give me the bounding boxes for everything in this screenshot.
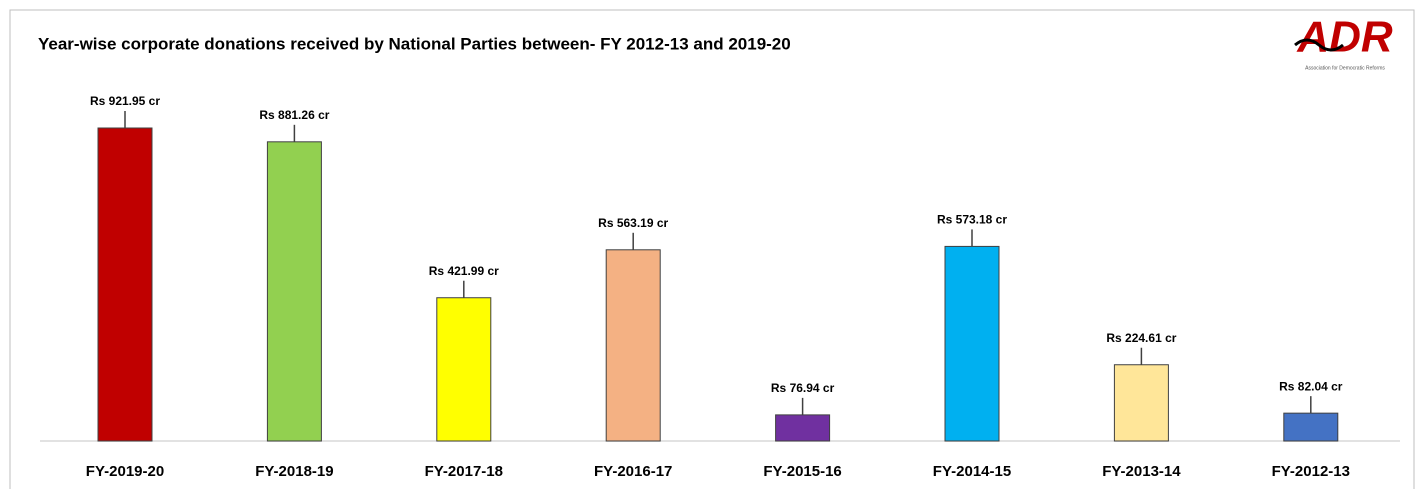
x-tick-label: FY-2016-17 [594, 463, 672, 480]
bar [1113, 364, 1169, 442]
value-label: Rs 563.19 cr [598, 216, 668, 230]
x-tick-label: FY-2019-20 [86, 463, 164, 480]
bar [944, 245, 1000, 442]
value-label: Rs 573.18 cr [937, 213, 1007, 227]
x-tick-label: FY-2018-19 [255, 463, 333, 480]
logo-swoosh [1294, 38, 1344, 52]
chart-title: Year-wise corporate donations received b… [38, 34, 791, 53]
bar [605, 249, 661, 442]
x-tick-label: FY-2014-15 [933, 463, 1011, 480]
value-label: Rs 421.99 cr [429, 264, 499, 278]
value-label: Rs 224.61 cr [1106, 331, 1176, 345]
bar [97, 127, 153, 442]
x-tick-label: FY-2017-18 [425, 463, 503, 480]
bar [266, 141, 322, 442]
chart-frame [9, 9, 1415, 489]
value-label: Rs 82.04 cr [1279, 379, 1343, 393]
bar [436, 297, 492, 442]
x-tick-label: FY-2012-13 [1272, 463, 1350, 480]
bar [1283, 412, 1339, 442]
x-tick-label: FY-2015-16 [763, 463, 841, 480]
logo-caption: Association for Democratic Reforms [1305, 65, 1385, 71]
bar [775, 414, 831, 442]
x-tick-label: FY-2013-14 [1102, 463, 1181, 480]
value-label: Rs 881.26 cr [259, 108, 329, 122]
logo: ADR Association for Democratic Reforms [1294, 13, 1393, 71]
value-label: Rs 76.94 cr [771, 381, 835, 395]
value-label: Rs 921.95 cr [90, 94, 160, 108]
logo-text: ADR [1296, 13, 1393, 62]
